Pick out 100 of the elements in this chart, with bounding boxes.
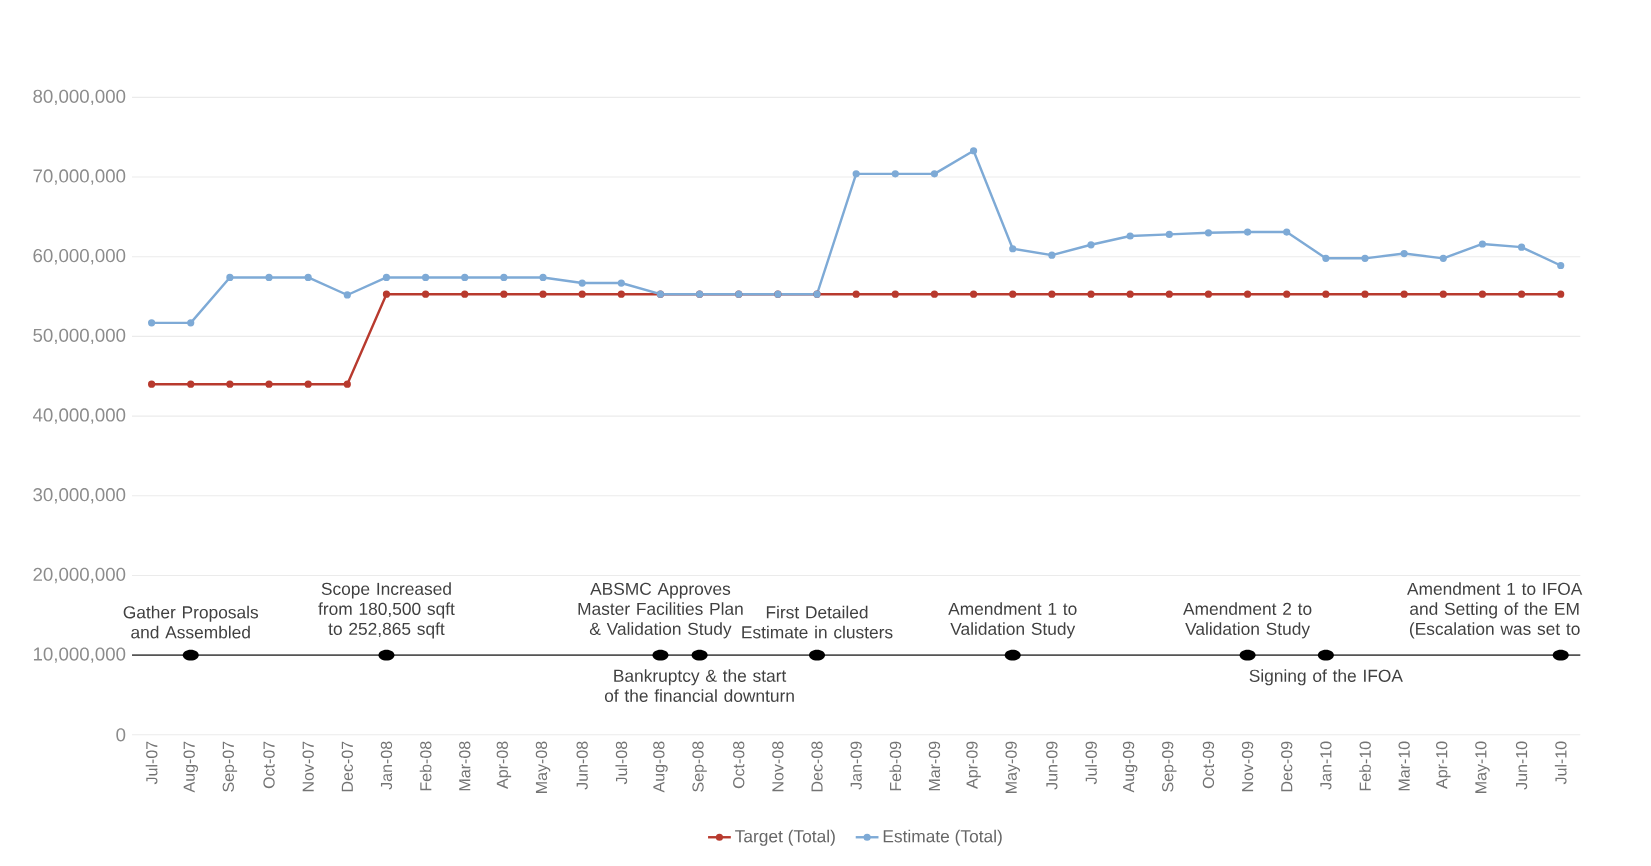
y-tick-label: 60,000,000 — [33, 249, 126, 265]
point — [1165, 290, 1173, 299]
point — [891, 170, 899, 178]
point — [1204, 290, 1213, 299]
point — [382, 274, 391, 282]
y-tick-label: 10,000,000 — [33, 647, 126, 664]
point — [148, 319, 156, 327]
x-tick-label: Nov-08 — [772, 741, 784, 792]
x-tick-label: Oct-07 — [263, 741, 275, 789]
point — [969, 290, 978, 299]
point — [852, 290, 860, 299]
point — [1243, 290, 1252, 299]
point — [1009, 245, 1017, 253]
point — [1400, 250, 1408, 258]
y-tick-label: 30,000,000 — [33, 488, 126, 504]
point — [1517, 290, 1526, 299]
x-tick-label: Mar-08 — [459, 741, 471, 791]
legend-label: Target (Total) — [735, 829, 835, 847]
point — [578, 290, 586, 299]
x-tick-label: Aug-07 — [183, 741, 198, 793]
x-tick-label: Aug-09 — [1122, 741, 1138, 793]
point — [1048, 251, 1056, 259]
point — [226, 274, 234, 282]
x-tick-label: Sep-08 — [692, 741, 707, 792]
annotation: Bankruptcy & the start of the financial downturn — [604, 669, 794, 703]
point — [421, 274, 430, 282]
point — [461, 274, 469, 282]
annotation: Signing of the IFOA — [1249, 669, 1403, 686]
point — [382, 290, 391, 299]
point — [304, 380, 312, 389]
x-tick-label: Feb-08 — [419, 741, 432, 791]
x-tick-label: Aug-08 — [653, 741, 668, 793]
y-tick-label: 80,000,000 — [33, 89, 126, 106]
point — [1322, 290, 1330, 299]
point — [1165, 231, 1173, 239]
x-tick-label: Nov-09 — [1241, 741, 1254, 792]
point — [1204, 229, 1213, 237]
point — [1009, 290, 1017, 299]
x-tick-label: Apr-08 — [496, 741, 512, 790]
x-tick-label: Dec-08 — [811, 741, 823, 792]
point — [343, 380, 351, 389]
x-tick-label: Apr-09 — [966, 741, 981, 790]
x-tick-label: Sep-09 — [1162, 741, 1177, 792]
point — [1283, 290, 1291, 299]
x-tick-label: Mar-09 — [928, 741, 941, 791]
point — [226, 380, 234, 389]
point — [1283, 228, 1291, 236]
point — [539, 290, 547, 299]
point — [421, 290, 430, 299]
point — [187, 380, 195, 389]
point — [1087, 241, 1095, 249]
point — [1126, 290, 1134, 299]
point — [1478, 240, 1487, 248]
y-tick-label: 70,000,000 — [33, 169, 126, 185]
point — [304, 274, 312, 282]
point — [461, 290, 469, 299]
x-tick-label: Jun-08 — [576, 741, 588, 790]
x-tick-label: Oct-09 — [1202, 741, 1215, 789]
annotation: First Detailed Estimate in clusters — [742, 605, 893, 639]
annotation: Gather Proposals and Assembled — [123, 605, 259, 639]
annotation: Scope Increased from 180,500 sqft to 252,865 sqft — [318, 582, 455, 639]
x-tick-label: Jul-10 — [1554, 741, 1567, 785]
point — [1243, 228, 1252, 236]
y-tick-label: 50,000,000 — [33, 328, 126, 345]
point — [1557, 290, 1565, 299]
point — [1322, 254, 1330, 263]
point — [343, 291, 351, 299]
point — [852, 170, 860, 178]
annotation: ABSMC Approves Master Facilities Plan & Validation Study — [578, 582, 743, 639]
x-tick-label: Oct-08 — [733, 741, 745, 789]
x-tick-label: Jul-09 — [1085, 741, 1097, 785]
point — [1087, 290, 1095, 299]
x-tick-label: Dec-09 — [1281, 741, 1293, 792]
legend-label: Estimate (Total) — [883, 829, 1002, 847]
point — [265, 380, 273, 389]
point — [930, 290, 939, 299]
x-tick-label: Feb-09 — [889, 741, 902, 791]
point — [539, 274, 547, 282]
x-tick-label: Mar-10 — [1398, 741, 1410, 791]
point — [617, 279, 625, 287]
x-tick-label: Nov-07 — [302, 741, 314, 792]
x-tick-label: Jul-07 — [145, 741, 158, 785]
point — [500, 274, 508, 282]
point — [1361, 254, 1369, 263]
point — [1439, 290, 1447, 299]
point — [578, 279, 586, 287]
y-tick-label: 20,000,000 — [33, 567, 126, 584]
annotation: Amendment 1 to IFOA and Setting of the EM (Escalation was set to — [1407, 582, 1583, 639]
point — [1126, 232, 1134, 240]
x-tick-label: Apr-10 — [1436, 741, 1451, 790]
point — [617, 290, 625, 299]
y-tick-label: 40,000,000 — [32, 408, 126, 425]
x-tick-label: Jun-10 — [1515, 741, 1528, 790]
annotation: Amendment 1 to Validation Study — [948, 602, 1077, 639]
point — [187, 319, 195, 327]
x-tick-label: Jan-09 — [850, 741, 862, 790]
point — [1048, 290, 1056, 299]
x-tick-label: Jul-08 — [615, 741, 628, 785]
point — [969, 147, 978, 155]
point — [1361, 290, 1369, 299]
